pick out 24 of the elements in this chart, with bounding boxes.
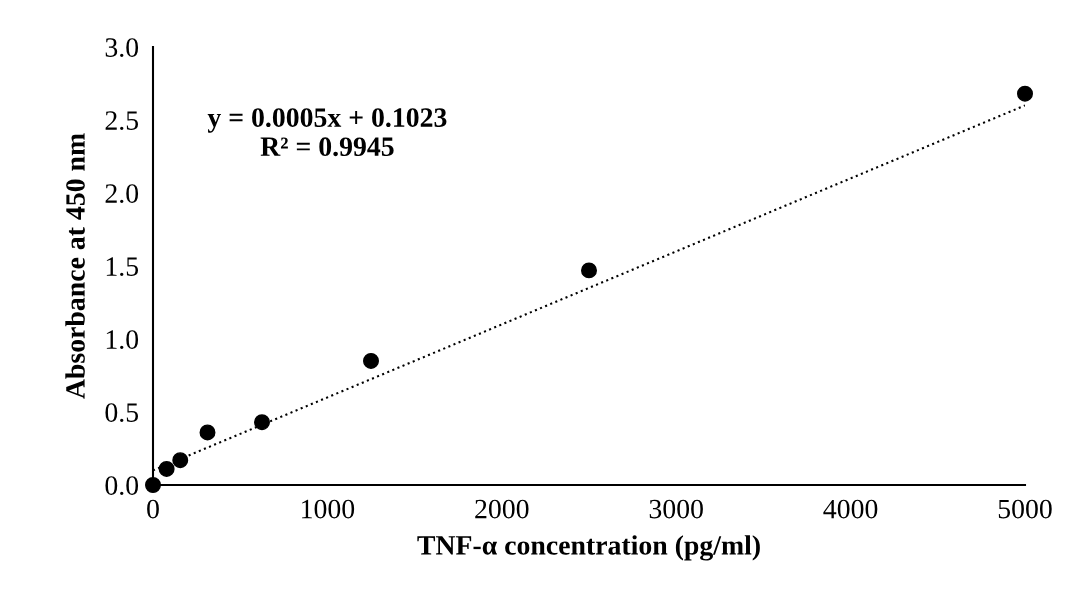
x-tick-label: 5000 [998, 499, 1052, 519]
x-axis-title: TNF-α concentration (pg/ml) [417, 535, 760, 561]
annotation: y = 0.0005x + 0.1023 R² = 0.9945 [207, 108, 447, 157]
y-tick-label: 1.0 [106, 330, 139, 350]
y-tick-label: 0.5 [105, 403, 139, 423]
point [254, 414, 270, 431]
point [363, 352, 379, 369]
x-tick-label: 2000 [475, 499, 529, 519]
point [158, 460, 175, 477]
point [1017, 85, 1033, 102]
y-axis-title: Absorbance at 450 nm [65, 133, 85, 399]
y-tick-label: 1.5 [106, 257, 139, 277]
x-tick-label: 0 [147, 499, 159, 519]
point [145, 477, 161, 493]
point [581, 262, 597, 279]
y-tick-label: 3.0 [105, 38, 139, 58]
x-tick-label: 1000 [302, 499, 355, 519]
point [199, 424, 216, 441]
point [172, 452, 189, 469]
y-tick-label: 2.0 [105, 184, 139, 204]
y-tick-label: 2.5 [105, 111, 139, 131]
y-tick-label: 0.0 [105, 476, 139, 496]
x-tick-label: 4000 [823, 499, 878, 519]
x-tick-label: 3000 [649, 499, 703, 519]
